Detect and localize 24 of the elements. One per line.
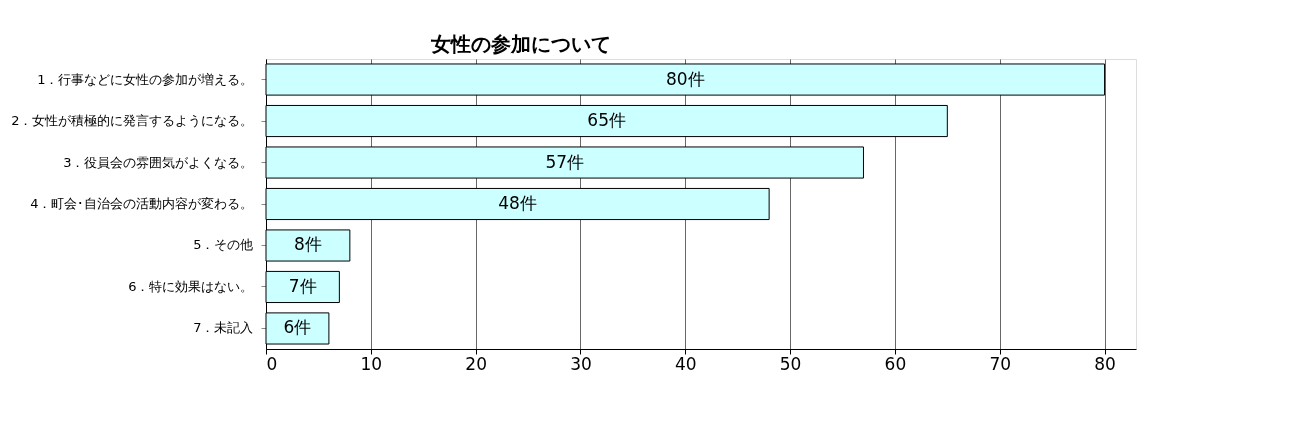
y-tick-label: 2．女性が積極的に発言するようになる。 [11, 113, 254, 129]
x-tick-label: 80 [1094, 353, 1116, 374]
data-label: 7件 [288, 275, 317, 296]
x-tick-label: 20 [465, 353, 487, 374]
data-label: 6件 [283, 317, 312, 338]
chart-title: 女性の参加について [430, 32, 611, 56]
y-tick-label: 1．行事などに女性の参加が増える。 [37, 71, 254, 87]
x-tick-label: 50 [779, 353, 802, 374]
data-label: 48件 [498, 193, 537, 213]
x-tick-label: 60 [884, 353, 907, 374]
y-tick-label: 5．その他 [193, 237, 254, 253]
x-tick-label: 10 [360, 353, 383, 374]
y-tick-label: 7．未記入 [193, 320, 254, 336]
x-tick-label: 30 [570, 353, 592, 374]
data-label: 57件 [545, 151, 585, 172]
x-tick-label: 0 [266, 353, 278, 374]
data-label: 80件 [665, 68, 705, 89]
y-tick-label: 4．町会･自治会の活動内容が変わる。 [30, 196, 254, 211]
data-label: 65件 [587, 110, 626, 131]
y-tick-label: 6．特に効果はない。 [128, 278, 254, 294]
y-tick-label: 3．役員会の雰囲気がよくなる。 [63, 154, 254, 170]
x-tick-label: 40 [674, 353, 697, 374]
data-label: 8件 [294, 234, 322, 255]
x-tick-label: 70 [989, 353, 1012, 374]
